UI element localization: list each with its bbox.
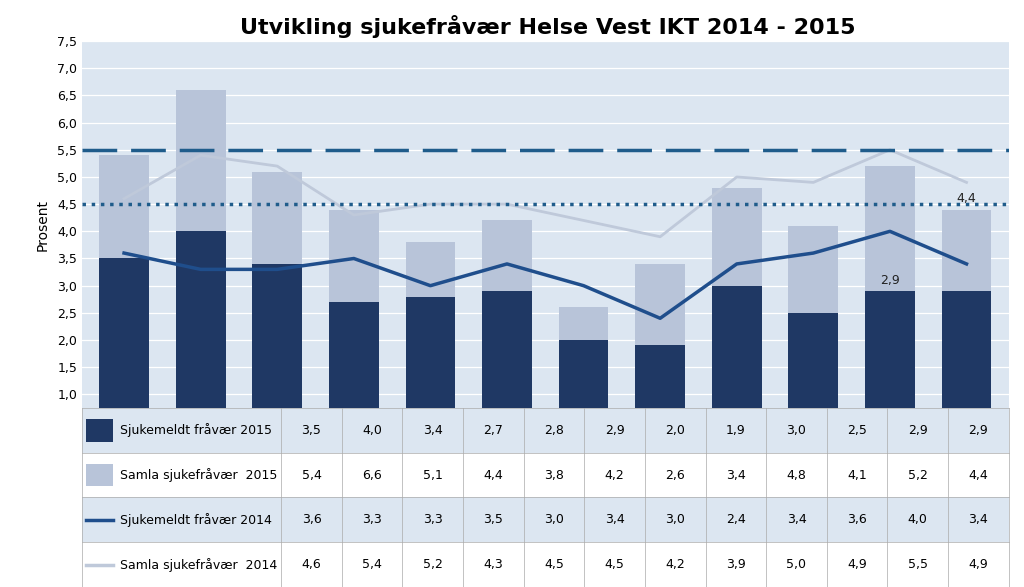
Bar (788, 226, 839, 448)
Bar (252, 171, 302, 448)
Text: 4,8: 4,8 (786, 468, 806, 481)
Text: 4,2: 4,2 (605, 468, 625, 481)
Bar (406, 296, 456, 448)
Text: 5,0: 5,0 (786, 558, 807, 571)
Bar (329, 210, 379, 448)
Text: 3,4: 3,4 (786, 514, 806, 527)
Bar (176, 231, 225, 448)
Text: 5,2: 5,2 (907, 468, 928, 481)
Y-axis label: Prosent: Prosent (36, 198, 50, 251)
Text: 3,3: 3,3 (423, 514, 442, 527)
Bar (99, 258, 148, 448)
Text: 2,9: 2,9 (605, 424, 625, 437)
Bar (712, 188, 762, 448)
Bar (86, 464, 114, 486)
Bar (559, 308, 608, 448)
Bar (635, 264, 685, 448)
Bar (82, 542, 1009, 587)
Bar (942, 210, 991, 448)
Text: 3,5: 3,5 (301, 424, 322, 437)
Text: 5,4: 5,4 (301, 468, 322, 481)
Text: 4,0: 4,0 (362, 424, 382, 437)
Text: 4,9: 4,9 (847, 558, 867, 571)
Text: 4,4: 4,4 (969, 468, 988, 481)
Bar (865, 166, 914, 448)
Text: 2,9: 2,9 (969, 424, 988, 437)
Text: 4,6: 4,6 (302, 558, 322, 571)
Text: 4,5: 4,5 (604, 558, 625, 571)
Text: 5,2: 5,2 (423, 558, 442, 571)
Text: 3,4: 3,4 (605, 514, 625, 527)
Text: 3,3: 3,3 (362, 514, 382, 527)
Text: 3,5: 3,5 (483, 514, 503, 527)
Text: 3,4: 3,4 (423, 424, 442, 437)
Text: 3,9: 3,9 (726, 558, 745, 571)
Bar (99, 155, 148, 448)
Bar (86, 419, 114, 441)
Bar (559, 340, 608, 448)
Text: 4,4: 4,4 (956, 192, 977, 205)
Text: Utvikling sjukefråvær Helse Vest IKT 2014 - 2015: Utvikling sjukefråvær Helse Vest IKT 201… (240, 15, 856, 38)
Text: 4,2: 4,2 (666, 558, 685, 571)
Bar (482, 221, 531, 448)
Text: 3,4: 3,4 (969, 514, 988, 527)
Text: 2,8: 2,8 (544, 424, 564, 437)
Bar (176, 90, 225, 448)
Text: 4,3: 4,3 (483, 558, 503, 571)
Text: 3,8: 3,8 (544, 468, 564, 481)
Text: 2,0: 2,0 (666, 424, 685, 437)
Bar (406, 242, 456, 448)
Text: 6,6: 6,6 (362, 468, 382, 481)
Text: 5,5: 5,5 (907, 558, 928, 571)
Bar (865, 291, 914, 448)
Bar (942, 291, 991, 448)
Text: 4,4: 4,4 (483, 468, 503, 481)
Bar (82, 498, 1009, 542)
Bar (82, 453, 1009, 498)
Text: Sjukemeldt fråvær 2015: Sjukemeldt fråvær 2015 (120, 423, 272, 437)
Text: Sjukemeldt fråvær 2014: Sjukemeldt fråvær 2014 (120, 513, 271, 527)
Text: 2,5: 2,5 (847, 424, 867, 437)
Bar (329, 302, 379, 448)
Text: 2,7: 2,7 (483, 424, 503, 437)
Text: 4,0: 4,0 (907, 514, 928, 527)
Bar (82, 408, 1009, 453)
Bar (635, 346, 685, 448)
Text: Samla sjukefråvær  2014: Samla sjukefråvær 2014 (120, 558, 278, 572)
Text: 4,5: 4,5 (544, 558, 564, 571)
Text: 2,6: 2,6 (666, 468, 685, 481)
Text: 5,1: 5,1 (423, 468, 442, 481)
Text: 3,0: 3,0 (544, 514, 564, 527)
Bar (252, 264, 302, 448)
Text: 3,6: 3,6 (847, 514, 867, 527)
Bar (482, 291, 531, 448)
Text: 2,9: 2,9 (908, 424, 928, 437)
Text: 4,9: 4,9 (969, 558, 988, 571)
Bar (788, 313, 839, 448)
Text: 2,9: 2,9 (880, 274, 900, 287)
Bar (712, 286, 762, 448)
Text: 3,6: 3,6 (302, 514, 322, 527)
Text: 2,4: 2,4 (726, 514, 745, 527)
Text: 3,0: 3,0 (786, 424, 806, 437)
Text: 1,9: 1,9 (726, 424, 745, 437)
Text: 3,0: 3,0 (666, 514, 685, 527)
Text: 4,1: 4,1 (847, 468, 867, 481)
Text: Samla sjukefråvær  2015: Samla sjukefråvær 2015 (120, 468, 278, 482)
Text: 5,4: 5,4 (362, 558, 382, 571)
Text: 3,4: 3,4 (726, 468, 745, 481)
